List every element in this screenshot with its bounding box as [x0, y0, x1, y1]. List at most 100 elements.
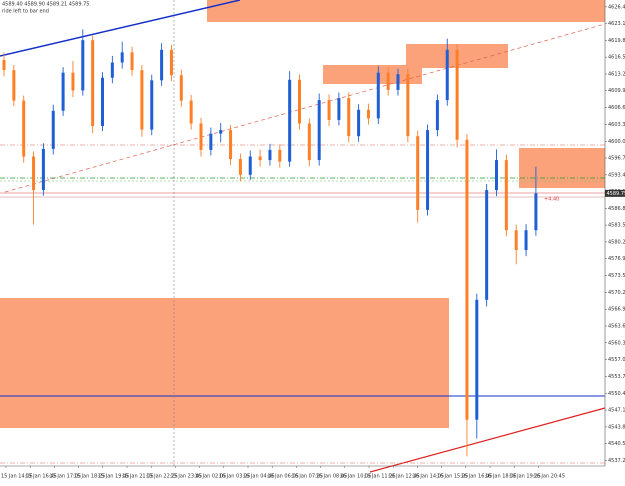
candle-body: [278, 149, 282, 162]
x-tick-label: 16 Jan 02:05: [195, 474, 227, 480]
chart-title: 4589.40 4589.90 4589.21 4589.75: [2, 2, 89, 8]
candle-body: [41, 148, 45, 191]
zone: [0, 298, 449, 428]
y-tick-label: 4570.25: [608, 290, 625, 296]
x-tick-label: 16 Jan 15:25: [437, 474, 469, 480]
candle-body: [140, 70, 144, 130]
candle-body: [416, 136, 420, 210]
candle-body: [495, 160, 498, 191]
x-tick-label: 16 Jan 19:25: [509, 474, 541, 480]
zone: [207, 0, 605, 22]
candle-body: [455, 49, 459, 140]
candle-body: [445, 49, 449, 101]
y-tick-label: 4603.30: [608, 122, 625, 128]
zones: [0, 0, 605, 428]
y-tick-label: 4623.15: [608, 21, 625, 27]
candle-body: [209, 133, 213, 150]
candle-body: [238, 159, 242, 175]
zone: [519, 148, 605, 188]
chart-subtitle: ride left to bar end: [2, 9, 49, 15]
candle-body: [160, 49, 164, 81]
candle-body: [189, 100, 193, 124]
x-tick-label: 16 Jan 12:45: [388, 474, 420, 480]
candle-body: [248, 156, 252, 175]
candle-body: [288, 79, 292, 162]
candle-body: [130, 52, 134, 71]
x-tick-label: 16 Jan 11:25: [364, 474, 396, 480]
candle-body: [426, 130, 430, 210]
y-tick-label: 4580.20: [608, 239, 625, 245]
candle-body: [514, 230, 518, 251]
candle-body: [307, 123, 311, 161]
candle-body: [2, 59, 6, 71]
candle-body: [22, 100, 26, 157]
candle-body: [229, 130, 233, 160]
candle-body: [110, 62, 114, 78]
candle-body: [199, 123, 203, 150]
y-tick-label: 4540.50: [608, 441, 625, 447]
candle-body: [347, 98, 351, 137]
current-price-label: 4589.75: [607, 191, 625, 197]
y-tick-label: 4613.25: [608, 71, 625, 77]
candle-body: [376, 72, 380, 119]
candle-body: [32, 156, 36, 191]
y-tick-label: 4537.20: [608, 458, 625, 464]
y-tick-label: 4609.95: [608, 88, 625, 94]
x-tick-label: 15 Jan 16:45: [25, 474, 57, 480]
candle-body: [435, 100, 439, 131]
x-tick-label: 16 Jan 20:45: [533, 474, 565, 480]
x-tick-label: 16 Jan 18:05: [485, 474, 517, 480]
y-tick-label: 4586.80: [608, 206, 625, 212]
candle-body: [406, 74, 410, 137]
y-tick-label: 4593.40: [608, 172, 625, 178]
trend-line: [0, 0, 241, 57]
candle-body: [366, 109, 370, 119]
candle-body: [120, 52, 124, 63]
candle-body: [386, 72, 390, 90]
y-tick-label: 4560.35: [608, 340, 625, 346]
candle-body: [12, 70, 16, 101]
candle-body: [71, 72, 75, 91]
x-tick-label: 16 Jan 04:45: [243, 474, 275, 480]
x-tick-label: 16 Jan 10:05: [340, 474, 372, 480]
y-tick-label: 4576.90: [608, 256, 625, 262]
y-tick-label: 4543.80: [608, 424, 625, 430]
x-tick-label: 15 Jan 14:05: [1, 474, 33, 480]
y-tick-label: 4563.65: [608, 323, 625, 329]
x-tick-label: 16 Jan 07:25: [291, 474, 323, 480]
candle-body: [327, 100, 331, 120]
x-tick-label: 16 Jan 06:05: [267, 474, 299, 480]
y-tick-label: 4550.40: [608, 391, 625, 397]
candle-body: [298, 79, 301, 124]
candle-body: [357, 109, 361, 137]
candle-body: [51, 110, 55, 149]
candle-body: [396, 74, 400, 90]
x-tick-label: 15 Jan 21:05: [122, 474, 154, 480]
candle-body: [81, 40, 85, 91]
candle-body: [337, 98, 341, 120]
y-tick-label: 4596.70: [608, 156, 625, 162]
candle-body: [465, 139, 469, 420]
candle-body: [258, 156, 262, 161]
y-tick-label: 4619.85: [608, 38, 625, 44]
y-tick-label: 4553.75: [608, 374, 625, 380]
candle-body: [169, 49, 173, 76]
y-tick-label: 4573.55: [608, 273, 625, 279]
y-tick-label: 4600.00: [608, 139, 625, 145]
candle-body: [61, 72, 65, 111]
candle-body: [150, 80, 154, 130]
candle-body: [268, 149, 272, 161]
candle-body: [504, 160, 508, 231]
candle-body: [485, 190, 489, 300]
y-tick-label: 4547.10: [608, 408, 625, 414]
candle-body: [317, 100, 321, 161]
candle-body: [524, 230, 528, 251]
y-tick-label: 4557.05: [608, 357, 625, 363]
annotation: +4.40: [544, 197, 559, 203]
candle-body: [219, 130, 223, 134]
x-tick-label: 15 Jan 18:25: [74, 474, 106, 480]
price-label-box: [605, 189, 625, 197]
y-tick-label: 4583.50: [608, 223, 625, 229]
y-tick-label: 4606.60: [608, 105, 625, 111]
